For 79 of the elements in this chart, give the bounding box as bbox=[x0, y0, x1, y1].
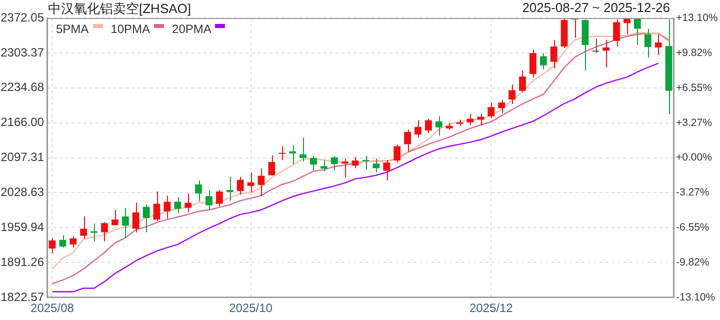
candlestick bbox=[488, 102, 495, 119]
y-tick-label: 2372.05 bbox=[0, 10, 44, 24]
y-tick-label: 1891.26 bbox=[0, 254, 44, 269]
candlestick bbox=[644, 28, 652, 58]
candlestick bbox=[341, 158, 348, 178]
candlestick bbox=[414, 120, 422, 138]
candlestick bbox=[111, 209, 118, 226]
y-tick-label: 2097.31 bbox=[0, 150, 44, 164]
y-tick-label: 2303.37 bbox=[0, 45, 44, 60]
y2-tick-label: -3.27% bbox=[676, 186, 710, 199]
x-tick-label: 2025/12 bbox=[469, 301, 514, 316]
y2-tick-label: +6.55% bbox=[676, 82, 712, 94]
candlestick bbox=[466, 113, 474, 126]
candlestick bbox=[383, 159, 390, 181]
candlestick bbox=[132, 202, 140, 233]
legend-label: 5PMA bbox=[56, 22, 89, 36]
y-tick-label: 2234.68 bbox=[0, 80, 44, 94]
candlestick bbox=[101, 222, 108, 242]
candlestick bbox=[70, 236, 77, 248]
y-tick-label: 1959.94 bbox=[0, 220, 44, 234]
y2-tick-label: +9.82% bbox=[676, 46, 712, 59]
candlestick bbox=[278, 146, 286, 160]
candlestick bbox=[206, 190, 212, 210]
candlestick bbox=[550, 39, 558, 69]
y2-tick-label: -6.55% bbox=[676, 222, 710, 234]
chart-subtitle: 2025-08-27 ~ 2025-12-26 bbox=[522, 0, 670, 15]
candlestick bbox=[268, 154, 276, 176]
candlestick bbox=[362, 155, 370, 170]
y2-tick-label: +3.27% bbox=[676, 116, 712, 129]
candlestick bbox=[394, 144, 401, 164]
candlestick bbox=[320, 159, 328, 172]
candlestick bbox=[247, 172, 254, 193]
candlestick bbox=[477, 113, 484, 126]
y2-tick-label: +0.00% bbox=[676, 152, 712, 164]
legend-label: 20PMA bbox=[172, 22, 212, 36]
candlestick bbox=[654, 34, 662, 56]
candlestick bbox=[90, 223, 98, 242]
candlestick bbox=[508, 84, 516, 105]
candlestick bbox=[195, 180, 202, 202]
x-tick-label: 2025/10 bbox=[229, 301, 273, 316]
candlestick bbox=[435, 116, 442, 136]
candlestick bbox=[122, 207, 129, 238]
candlestick bbox=[174, 196, 182, 214]
candlestick bbox=[519, 70, 526, 93]
candlestick bbox=[529, 49, 536, 78]
candlestick bbox=[424, 118, 432, 134]
candlestick bbox=[540, 52, 547, 70]
candlestick bbox=[330, 156, 338, 172]
candlestick bbox=[153, 191, 160, 222]
y-tick-label: 2028.63 bbox=[0, 185, 44, 200]
candlestick bbox=[216, 190, 223, 207]
candlestick bbox=[404, 128, 411, 152]
candlestick bbox=[184, 193, 192, 213]
candlestick bbox=[59, 234, 66, 248]
y-tick-label: 1822.57 bbox=[0, 290, 44, 304]
candlestick bbox=[142, 204, 150, 233]
candlestick bbox=[352, 156, 359, 169]
candlestick bbox=[310, 155, 317, 172]
y2-tick-label: -13.10% bbox=[676, 291, 716, 304]
candlestick bbox=[164, 195, 171, 220]
candlestick bbox=[48, 237, 56, 254]
y2-tick-label: -9.82% bbox=[676, 256, 710, 268]
x-tick-label: 2025/08 bbox=[30, 301, 74, 316]
candlestick bbox=[300, 137, 306, 162]
candlestick bbox=[634, 18, 641, 46]
candlestick bbox=[258, 168, 265, 197]
candlestick bbox=[236, 176, 244, 196]
candlestick bbox=[289, 144, 296, 165]
y2-tick-label: +13.10% bbox=[676, 12, 718, 24]
candlestick bbox=[602, 39, 610, 68]
candlestick bbox=[592, 38, 600, 54]
candlestick bbox=[80, 216, 88, 240]
candlestick bbox=[372, 158, 380, 173]
candlestick bbox=[613, 19, 620, 48]
candlestick bbox=[498, 99, 506, 114]
y-tick-label: 2166.00 bbox=[0, 115, 44, 130]
chart-title: 中汉氧化铝卖空[ZHSAO] bbox=[48, 0, 192, 18]
candlestick bbox=[226, 176, 234, 202]
legend-label: 10PMA bbox=[110, 22, 150, 36]
